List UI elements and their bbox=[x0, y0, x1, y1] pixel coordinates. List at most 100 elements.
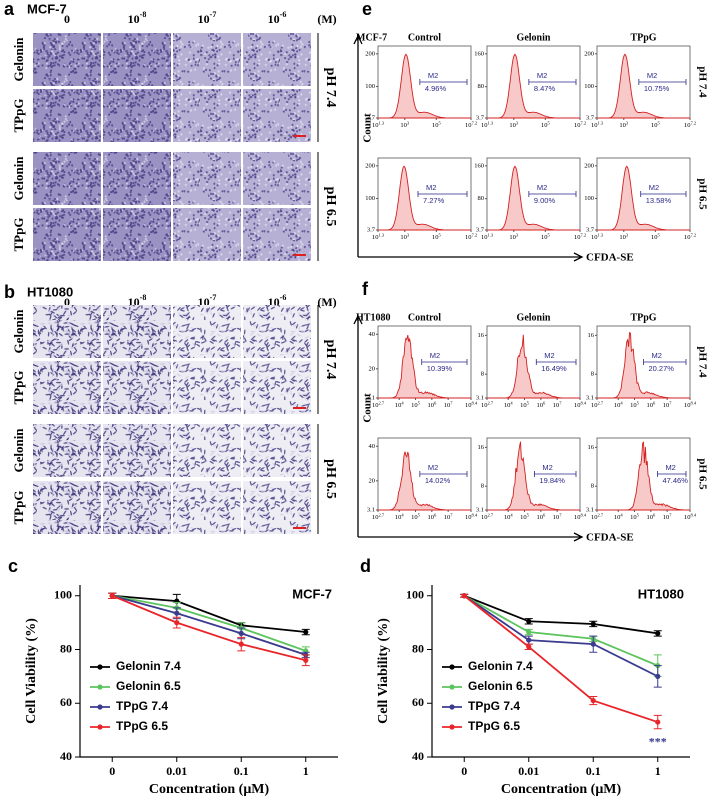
micrograph bbox=[243, 361, 311, 414]
x-tick-label: 107.2 bbox=[684, 232, 696, 241]
x-tick-label-base: 10 bbox=[444, 514, 451, 521]
y-tick-label: 40 bbox=[412, 749, 424, 763]
x-tick-label-exponent: 2.7 bbox=[597, 400, 603, 405]
y-tick-label: 80 bbox=[478, 83, 485, 90]
micrograph bbox=[173, 152, 241, 205]
legend-label: Gelonin 6.5 bbox=[468, 679, 533, 693]
legend-marker bbox=[449, 664, 455, 670]
x-tick-label-exponent: 4 bbox=[620, 512, 623, 517]
micrograph bbox=[243, 424, 311, 477]
x-tick-label: 107 bbox=[553, 400, 563, 409]
x-tick-label: 104 bbox=[395, 400, 405, 409]
row-label: Gelonin bbox=[11, 428, 26, 473]
x-tick-label-base: 10 bbox=[553, 514, 560, 521]
gate-percent: 16.49% bbox=[541, 364, 567, 373]
gate-percent: 9.00% bbox=[534, 196, 556, 205]
marker bbox=[526, 644, 532, 650]
y-tick-label: 40 bbox=[369, 331, 376, 338]
panel-letter: b bbox=[4, 282, 15, 302]
y-tick-label: 3.1 bbox=[586, 506, 594, 513]
x-tick-label: 105 bbox=[411, 512, 421, 521]
y-tick-label: 160 bbox=[474, 50, 484, 57]
marker bbox=[174, 610, 180, 616]
axis-title: CFDA-SE bbox=[586, 252, 634, 264]
unit: (M) bbox=[317, 295, 336, 309]
x-tick-label-base: 10 bbox=[619, 122, 626, 129]
x-tick-label-base: 10 bbox=[427, 514, 434, 521]
micrograph bbox=[103, 208, 171, 261]
y-tick-label: 100 bbox=[365, 195, 375, 202]
x-tick-label-exponent: 5 bbox=[527, 400, 530, 405]
micrograph bbox=[243, 305, 311, 358]
legend-label: TPpG 7.4 bbox=[116, 699, 168, 713]
marker bbox=[461, 593, 467, 599]
column-header-base: 10 bbox=[128, 12, 140, 26]
x-tick-label: 105 bbox=[651, 232, 661, 241]
x-tick-label-exponent: 1.3 bbox=[597, 120, 603, 125]
gate-percent: 20.27% bbox=[649, 364, 675, 373]
y-tick-label: 200 bbox=[584, 50, 594, 57]
gate-marker bbox=[421, 359, 468, 365]
x-tick-label: 105 bbox=[432, 232, 442, 241]
gate-marker bbox=[419, 79, 468, 85]
x-tick-label-base: 10 bbox=[400, 122, 407, 129]
gate-marker bbox=[657, 471, 687, 477]
series-line bbox=[463, 594, 659, 667]
x-tick-label: 108.4 bbox=[465, 400, 478, 409]
x-tick-label: 103 bbox=[619, 232, 629, 241]
x-tick-label-exponent: 8.4 bbox=[471, 512, 477, 517]
x-tick-label: 107.2 bbox=[574, 232, 586, 241]
micrograph bbox=[103, 481, 171, 534]
x-tick-label: 107.2 bbox=[465, 232, 477, 241]
micrograph bbox=[103, 33, 171, 86]
x-tick-label-base: 10 bbox=[465, 514, 472, 521]
y-tick-label: 200 bbox=[365, 50, 375, 57]
histogram bbox=[378, 53, 471, 119]
x-tick-label-base: 10 bbox=[372, 122, 379, 129]
x-tick-label: 101.3 bbox=[372, 120, 385, 129]
x-tick-label-exponent: 6 bbox=[543, 512, 546, 517]
x-tick-label: 102.7 bbox=[372, 512, 385, 521]
micrograph bbox=[243, 33, 311, 86]
x-tick-label: 0 bbox=[109, 764, 115, 778]
x-tick-label-exponent: 3 bbox=[626, 232, 629, 237]
x-tick-label: 0.01 bbox=[166, 764, 187, 778]
x-tick-label-base: 10 bbox=[574, 234, 581, 241]
micrograph bbox=[33, 305, 101, 358]
x-tick-label-exponent: 5 bbox=[418, 400, 421, 405]
y-tick-label: 100 bbox=[584, 83, 594, 90]
x-tick-label-base: 10 bbox=[395, 514, 402, 521]
legend-label: TPpG 7.4 bbox=[468, 699, 520, 713]
histogram bbox=[378, 165, 471, 231]
y-tick-label: 3.7 bbox=[586, 114, 595, 121]
gate-percent: 13.58% bbox=[646, 196, 672, 205]
x-tick-label: 0.1 bbox=[586, 764, 601, 778]
y-tick-label: 160 bbox=[474, 162, 484, 169]
x-tick-label-base: 10 bbox=[574, 402, 581, 409]
x-tick-label: 107.2 bbox=[574, 120, 586, 129]
axis-title: Count bbox=[362, 113, 374, 143]
x-tick-label: 105 bbox=[630, 400, 640, 409]
gate-label: M2 bbox=[537, 71, 547, 80]
x-tick-label-base: 10 bbox=[630, 402, 637, 409]
x-tick-label: 101.3 bbox=[372, 232, 385, 241]
column-header-exponent: -7 bbox=[210, 10, 217, 19]
gate-percent: 19.84% bbox=[539, 476, 565, 485]
series-line bbox=[111, 594, 306, 662]
y-tick-label: 80 bbox=[412, 641, 424, 655]
legend-marker bbox=[97, 704, 103, 710]
x-tick-label: 102.7 bbox=[591, 512, 604, 521]
legend-marker bbox=[449, 704, 455, 710]
x-tick-label: 106 bbox=[536, 512, 546, 521]
axis-arrow bbox=[353, 34, 584, 262]
x-tick-label-exponent: 5 bbox=[547, 120, 550, 125]
micrograph bbox=[33, 89, 101, 142]
micrograph bbox=[173, 305, 241, 358]
x-tick-label-exponent: 5 bbox=[438, 232, 441, 237]
x-tick-label-exponent: 7 bbox=[669, 512, 672, 517]
row-label: Gelonin bbox=[11, 309, 26, 354]
x-tick-label-base: 10 bbox=[684, 122, 691, 129]
x-tick-label: 106 bbox=[646, 512, 656, 521]
x-tick-label-exponent: 5 bbox=[657, 120, 660, 125]
y-tick-label: 60 bbox=[60, 695, 72, 709]
